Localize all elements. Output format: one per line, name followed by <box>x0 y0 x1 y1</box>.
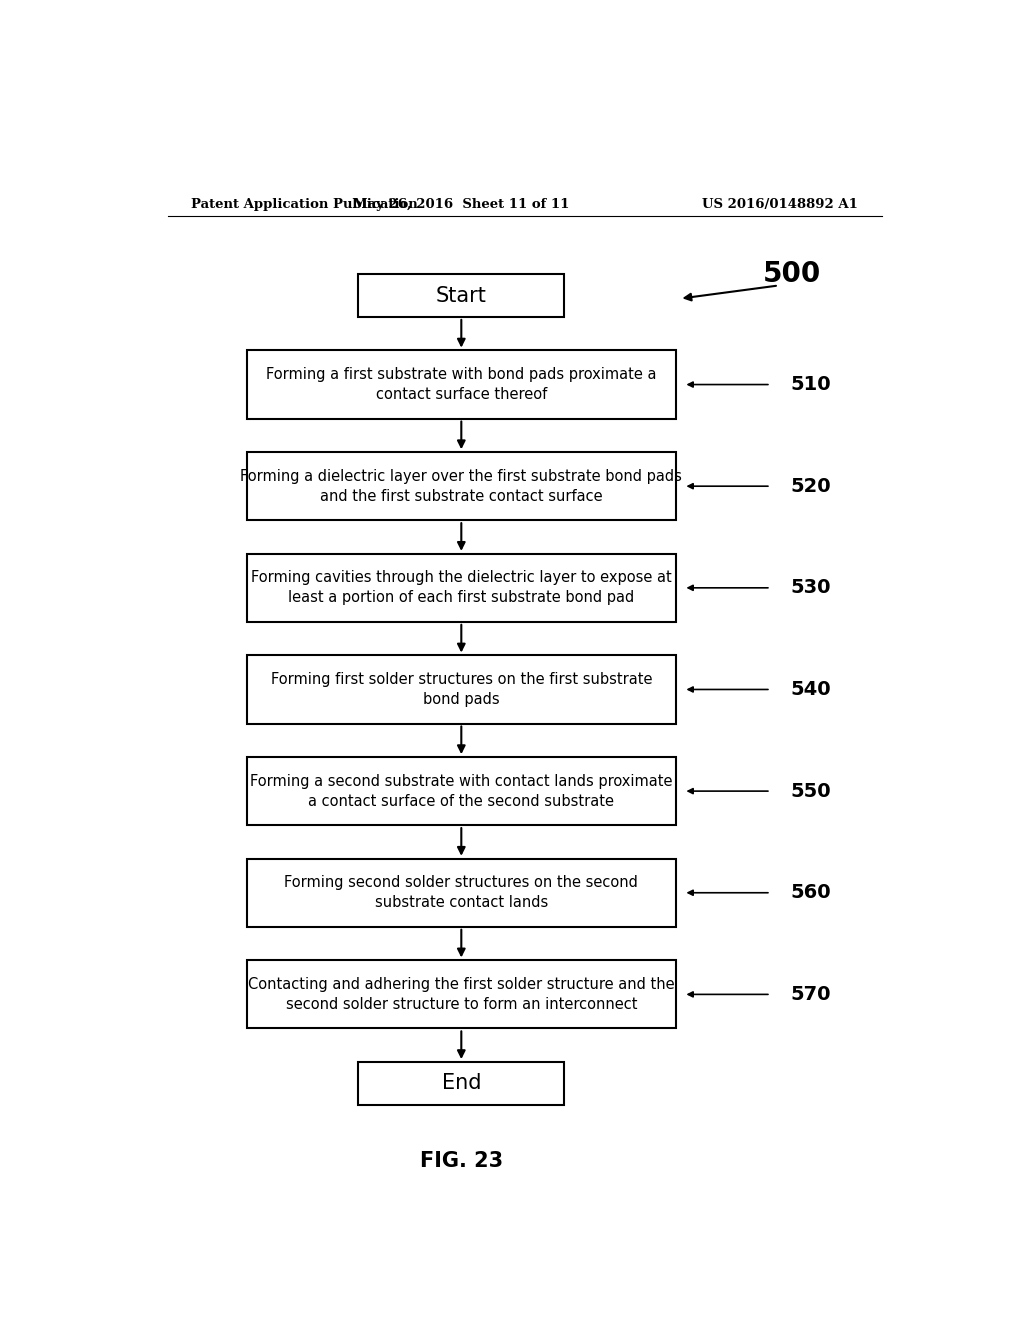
Text: Forming a first substrate with bond pads proximate a
contact surface thereof: Forming a first substrate with bond pads… <box>266 367 656 403</box>
FancyBboxPatch shape <box>358 1063 564 1105</box>
Text: FIG. 23: FIG. 23 <box>420 1151 503 1171</box>
FancyBboxPatch shape <box>247 758 676 825</box>
FancyBboxPatch shape <box>247 656 676 723</box>
Text: May 26, 2016  Sheet 11 of 11: May 26, 2016 Sheet 11 of 11 <box>353 198 569 211</box>
Text: End: End <box>441 1073 481 1093</box>
Text: Forming second solder structures on the second
substrate contact lands: Forming second solder structures on the … <box>285 875 638 911</box>
Text: 520: 520 <box>791 477 831 496</box>
Text: Patent Application Publication: Patent Application Publication <box>191 198 418 211</box>
FancyBboxPatch shape <box>247 961 676 1028</box>
FancyBboxPatch shape <box>247 351 676 418</box>
Text: 530: 530 <box>791 578 831 598</box>
Text: Forming cavities through the dielectric layer to expose at
least a portion of ea: Forming cavities through the dielectric … <box>251 570 672 606</box>
FancyBboxPatch shape <box>358 275 564 317</box>
Text: 510: 510 <box>791 375 831 395</box>
Text: Forming first solder structures on the first substrate
bond pads: Forming first solder structures on the f… <box>270 672 652 708</box>
FancyBboxPatch shape <box>247 554 676 622</box>
FancyBboxPatch shape <box>247 453 676 520</box>
Text: Forming a second substrate with contact lands proximate
a contact surface of the: Forming a second substrate with contact … <box>250 774 673 809</box>
Text: 500: 500 <box>763 260 821 288</box>
Text: 560: 560 <box>791 883 831 903</box>
Text: Start: Start <box>436 285 486 306</box>
Text: Contacting and adhering the first solder structure and the
second solder structu: Contacting and adhering the first solder… <box>248 977 675 1012</box>
Text: Forming a dielectric layer over the first substrate bond pads
and the first subs: Forming a dielectric layer over the firs… <box>241 469 682 504</box>
FancyBboxPatch shape <box>247 859 676 927</box>
Text: US 2016/0148892 A1: US 2016/0148892 A1 <box>702 198 858 211</box>
Text: 570: 570 <box>791 985 831 1005</box>
Text: 550: 550 <box>791 781 831 801</box>
Text: 540: 540 <box>791 680 831 700</box>
